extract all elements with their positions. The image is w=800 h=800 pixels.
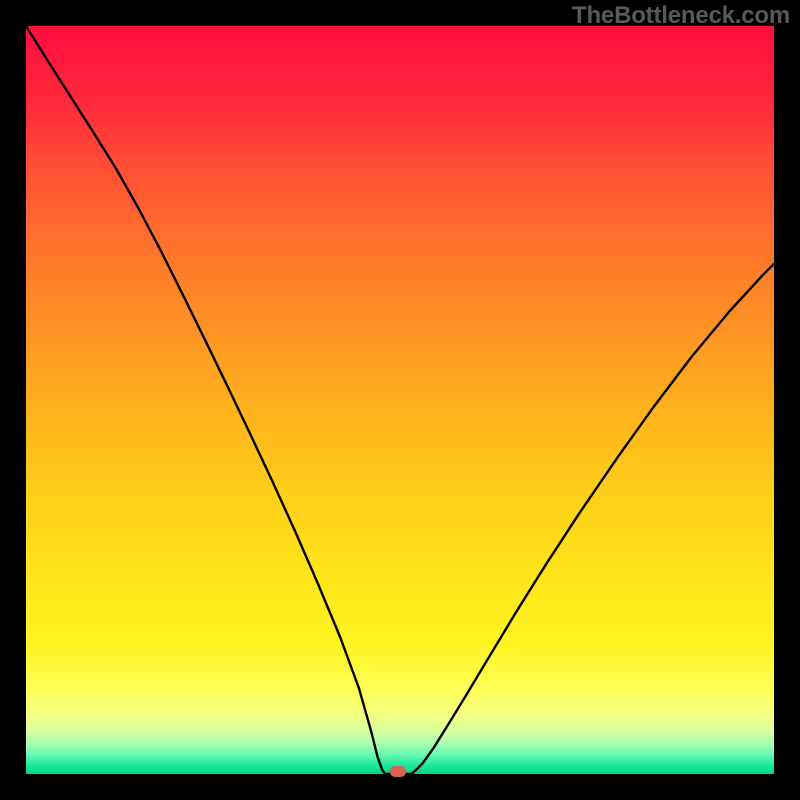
optimum-marker (390, 766, 406, 777)
curve-overlay (26, 26, 774, 774)
chart-stage: TheBottleneck.com (0, 0, 800, 800)
bottleneck-curve (26, 26, 774, 774)
watermark-text: TheBottleneck.com (572, 2, 790, 30)
plot-area (26, 26, 774, 774)
